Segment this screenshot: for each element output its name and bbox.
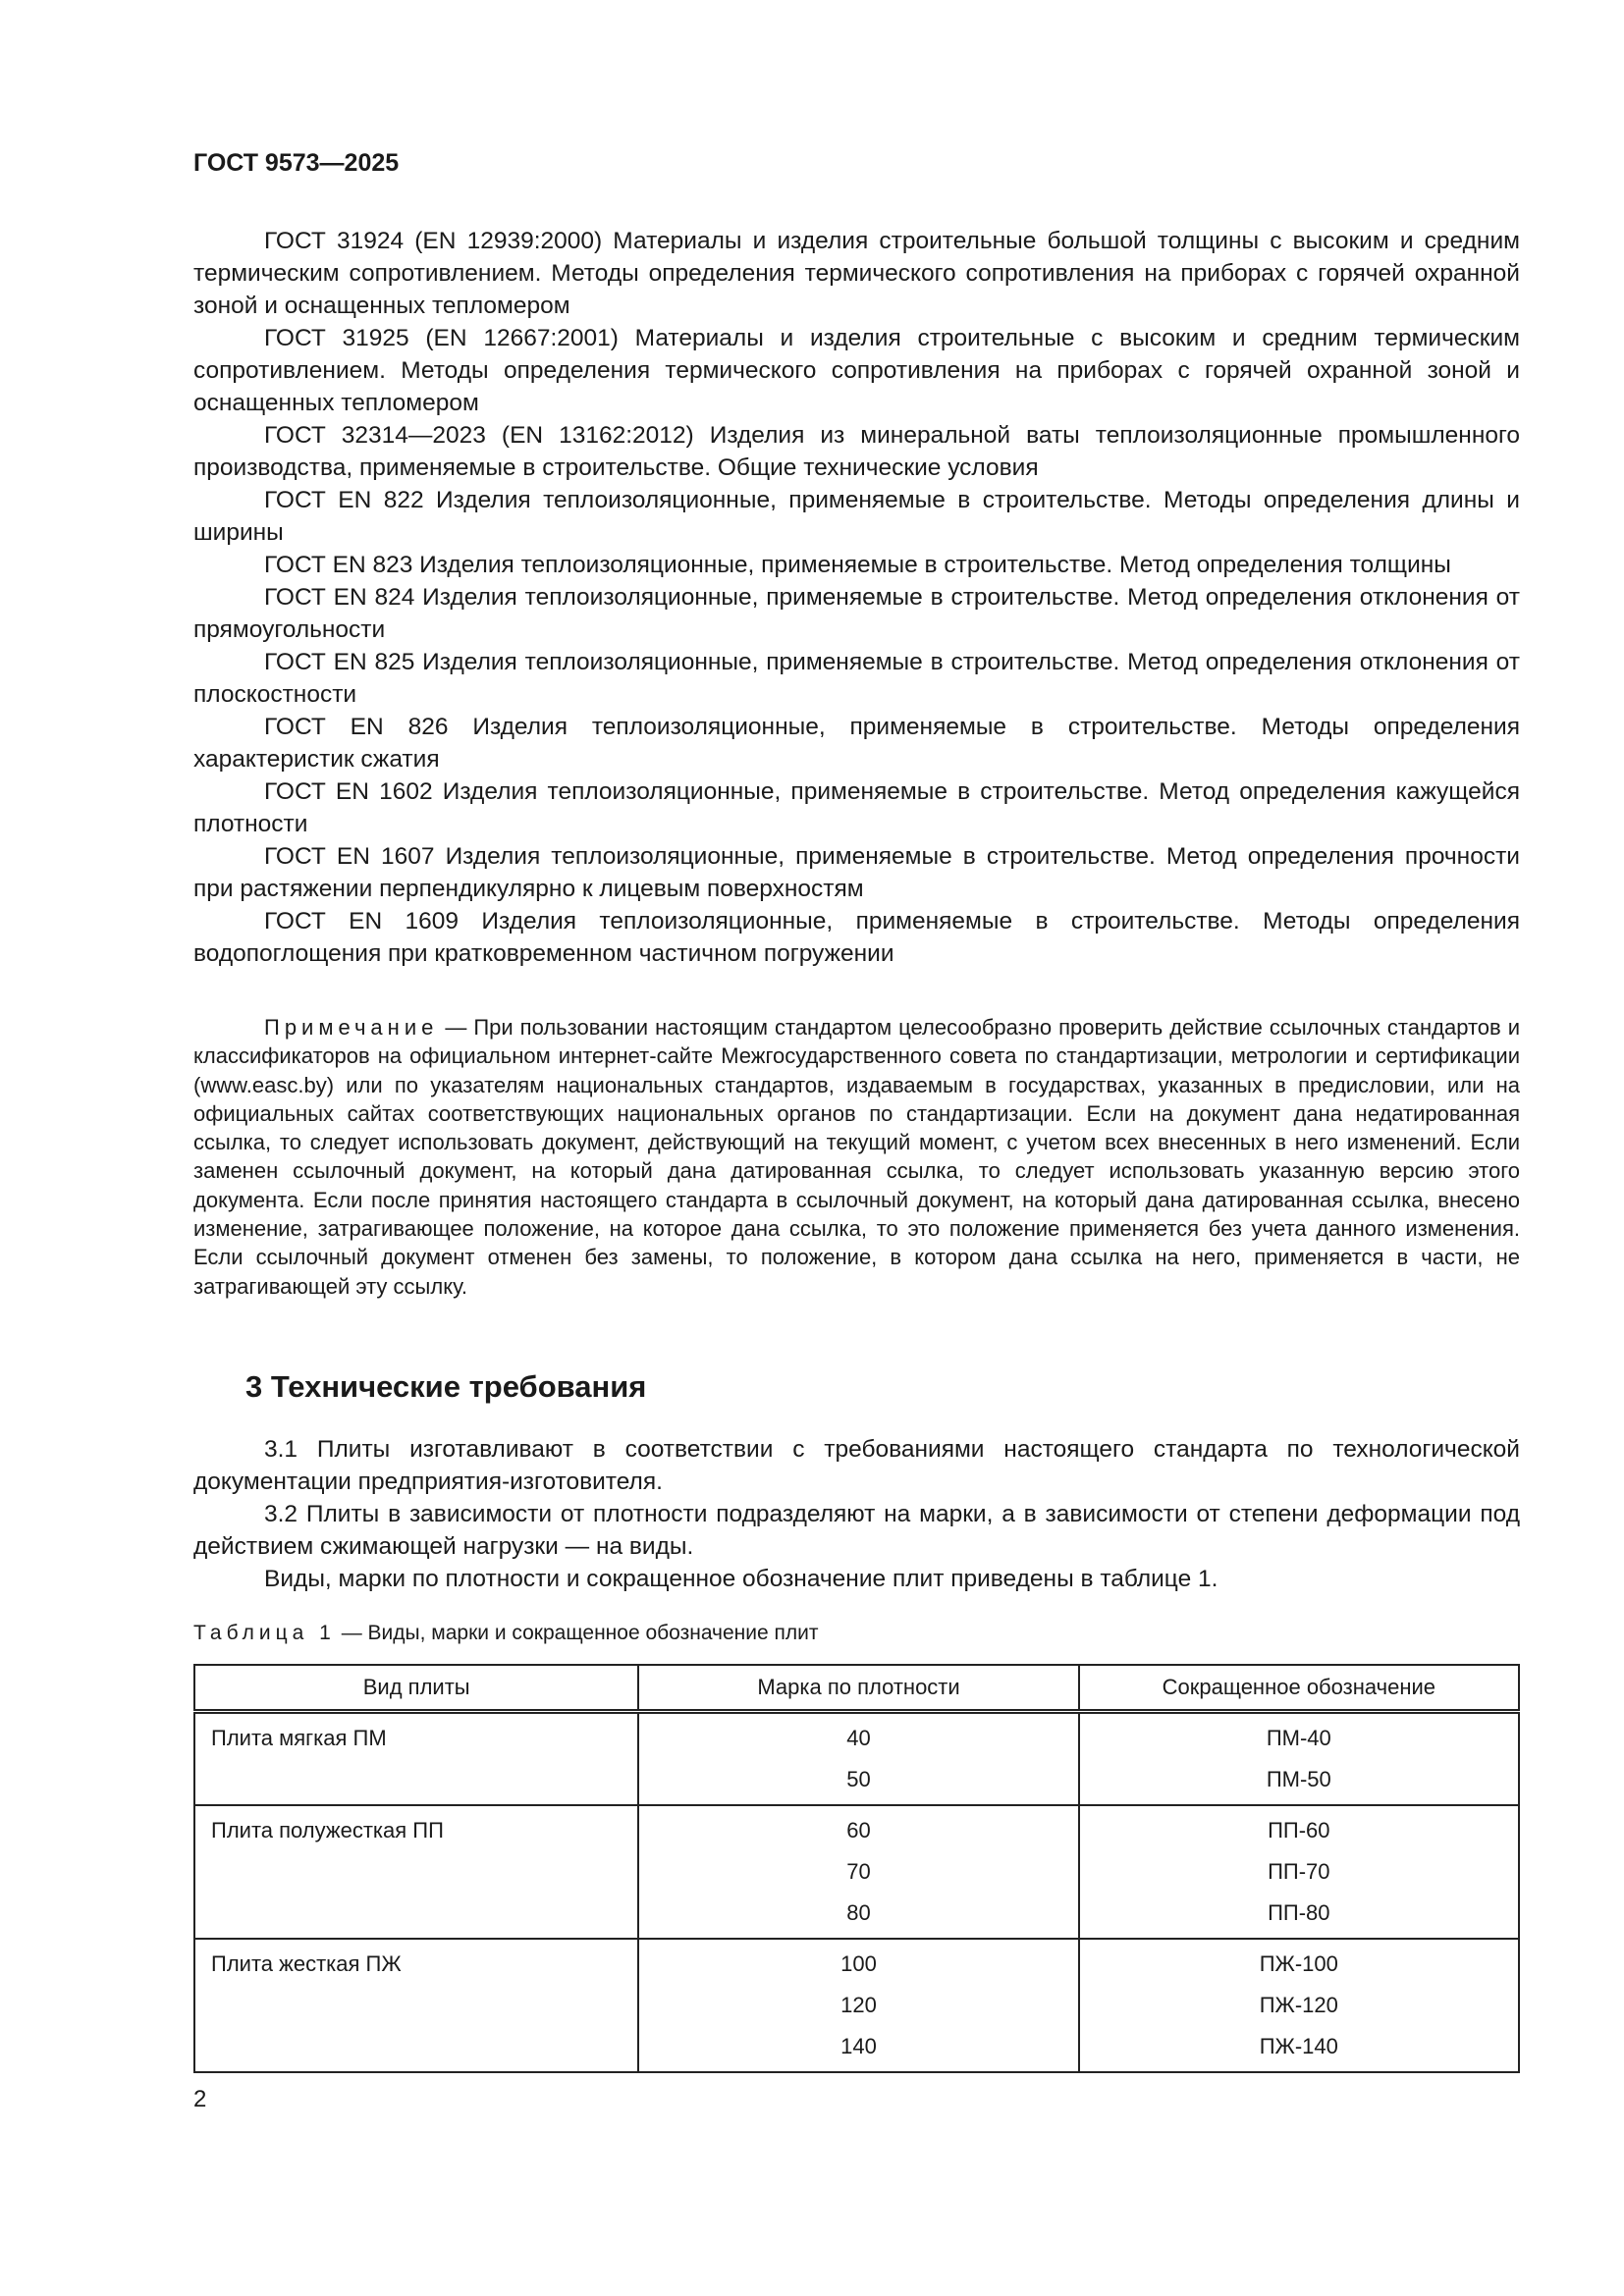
plate-type: Плита полужесткая ПП — [211, 1818, 444, 1842]
column-header: Марка по плотности — [637, 1664, 1080, 1714]
column-header: Сокращенное обозначение — [1077, 1664, 1521, 1714]
table-1: Вид плиты Марка по плотности Сокращенное… — [192, 1664, 1521, 2073]
density-grade: 40 — [846, 1726, 871, 1750]
note-label: Примечание — [264, 1015, 439, 1040]
reference-item: ГОСТ 31924 (EN 12939:2000) Материалы и и… — [193, 228, 1520, 319]
density-grade: 140 — [840, 2034, 877, 2058]
reference-item: ГОСТ EN 822 Изделия теплоизоляционные, п… — [193, 487, 1520, 546]
clause-3-1: 3.1 Плиты изготавливают в соответствии с… — [193, 1436, 1520, 1495]
density-grade: 80 — [846, 1900, 871, 1925]
short-code: ПЖ-140 — [1259, 2034, 1338, 2058]
column-header: Вид плиты — [192, 1664, 640, 1714]
short-code: ПП-60 — [1268, 1818, 1330, 1842]
density-grade: 100 — [840, 1951, 877, 1976]
table-row: Плита мягкая ПМ 40 50 ПМ-40 ПМ-50 — [192, 1710, 1521, 1806]
note: Примечание — При пользовании настоящим с… — [193, 1013, 1520, 1301]
page-number: 2 — [193, 2086, 207, 2112]
reference-item: ГОСТ EN 825 Изделия теплоизоляционные, п… — [193, 649, 1520, 708]
plate-type: Плита жесткая ПЖ — [211, 1951, 402, 1976]
reference-item: ГОСТ EN 824 Изделия теплоизоляционные, п… — [193, 584, 1520, 643]
short-code: ПМ-50 — [1266, 1767, 1331, 1791]
reference-item: ГОСТ EN 1602 Изделия теплоизоляционные, … — [193, 778, 1520, 837]
density-grade: 70 — [846, 1859, 871, 1884]
short-code: ПМ-40 — [1266, 1726, 1331, 1750]
reference-item: ГОСТ EN 1607 Изделия теплоизоляционные, … — [193, 843, 1520, 902]
short-code: ПЖ-100 — [1259, 1951, 1338, 1976]
short-code: ПП-70 — [1268, 1859, 1330, 1884]
clause-3-2: 3.2 Плиты в зависимости от плотности под… — [193, 1501, 1520, 1560]
short-code: ПП-80 — [1268, 1900, 1330, 1925]
short-code: ПЖ-120 — [1259, 1993, 1338, 2017]
table-row: Плита жесткая ПЖ 100 120 140 ПЖ-100 ПЖ-120 П… — [192, 1938, 1521, 2073]
density-grade: 50 — [846, 1767, 871, 1791]
table-caption-label: Таблица 1 — [193, 1622, 336, 1644]
table-caption-text: — Виды, марки и сокращенное обозначение … — [335, 1622, 819, 1644]
reference-item: ГОСТ EN 1609 Изделия теплоизоляционные, … — [193, 908, 1520, 967]
normative-references: ГОСТ 31924 (EN 12939:2000) Материалы и и… — [193, 225, 1520, 970]
note-text: — При пользовании настоящим стандартом ц… — [193, 1015, 1520, 1299]
table-row: Плита полужесткая ПП 60 70 80 ПП-60 ПП-70 ПП… — [192, 1804, 1521, 1940]
plate-type: Плита мягкая ПМ — [211, 1726, 387, 1750]
reference-item: ГОСТ EN 826 Изделия теплоизоляционные, п… — [193, 714, 1520, 773]
density-grade: 120 — [840, 1993, 877, 2017]
density-grade: 60 — [846, 1818, 871, 1842]
requirements: 3.1 Плиты изготавливают в соответствии с… — [193, 1433, 1520, 1595]
reference-item: ГОСТ 32314—2023 (EN 13162:2012) Изделия … — [193, 422, 1520, 481]
reference-item: ГОСТ EN 823 Изделия теплоизоляционные, п… — [264, 552, 1451, 578]
reference-item: ГОСТ 31925 (EN 12667:2001) Материалы и и… — [193, 325, 1520, 416]
table-reference-paragraph: Виды, марки по плотности и сокращенное о… — [264, 1566, 1218, 1592]
section-heading: 3 Технические требования — [245, 1369, 647, 1404]
table-header-row: Вид плиты Марка по плотности Сокращенное… — [192, 1664, 1521, 1714]
table-caption: Таблица 1 — Виды, марки и сокращенное об… — [193, 1622, 1520, 1645]
document-header: ГОСТ 9573—2025 — [193, 149, 400, 177]
